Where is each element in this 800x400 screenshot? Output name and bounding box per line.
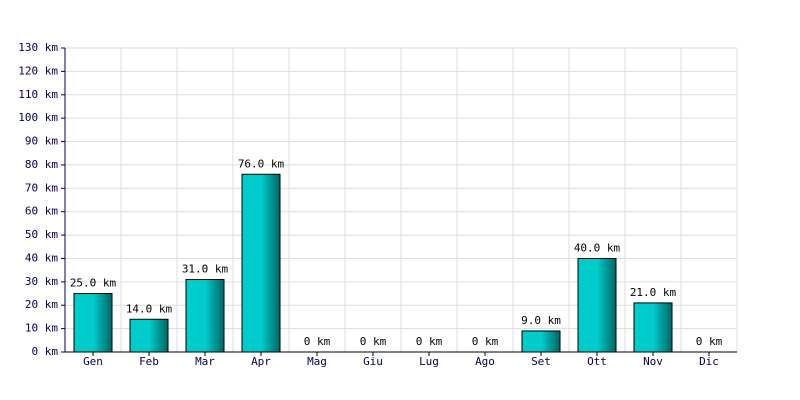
x-tick-label: Mar bbox=[195, 355, 215, 368]
x-tick-label: Lug bbox=[419, 355, 439, 368]
y-tick-label: 90 km bbox=[25, 135, 58, 148]
value-label: 21.0 km bbox=[630, 286, 677, 299]
y-tick-label: 120 km bbox=[18, 64, 58, 77]
value-label: 0 km bbox=[304, 335, 331, 348]
y-tick-label: 70 km bbox=[25, 181, 58, 194]
bar bbox=[73, 293, 113, 353]
x-tick-label: Dic bbox=[699, 355, 719, 368]
bar bbox=[633, 302, 673, 353]
value-label: 0 km bbox=[696, 335, 723, 348]
value-label: 9.0 km bbox=[521, 314, 561, 327]
x-tick-label: Giu bbox=[363, 355, 383, 368]
x-tick-label: Ott bbox=[587, 355, 607, 368]
y-tick-label: 40 km bbox=[25, 251, 58, 264]
x-tick-label: Nov bbox=[643, 355, 663, 368]
y-tick-label: 110 km bbox=[18, 88, 58, 101]
x-tick-label: Feb bbox=[139, 355, 159, 368]
value-label: 76.0 km bbox=[238, 157, 285, 170]
value-label: 14.0 km bbox=[126, 302, 173, 315]
bar bbox=[521, 330, 561, 353]
value-label: 31.0 km bbox=[182, 263, 229, 276]
y-tick-label: 60 km bbox=[25, 205, 58, 218]
x-tick-label: Mag bbox=[307, 355, 327, 368]
value-label: 25.0 km bbox=[70, 277, 117, 290]
y-tick-label: 10 km bbox=[25, 322, 58, 335]
x-tick-label: Ago bbox=[475, 355, 495, 368]
bar bbox=[241, 173, 281, 353]
bar bbox=[129, 318, 169, 353]
y-tick-label: 20 km bbox=[25, 298, 58, 311]
bar bbox=[577, 257, 617, 353]
x-tick-label: Set bbox=[531, 355, 551, 368]
y-tick-label: 50 km bbox=[25, 228, 58, 241]
y-tick-label: 80 km bbox=[25, 158, 58, 171]
value-label: 0 km bbox=[360, 335, 387, 348]
y-tick-label: 30 km bbox=[25, 275, 58, 288]
value-label: 0 km bbox=[416, 335, 443, 348]
y-tick-label: 130 km bbox=[18, 41, 58, 54]
value-label: 40.0 km bbox=[574, 241, 621, 254]
value-label: 0 km bbox=[472, 335, 499, 348]
bar bbox=[185, 279, 225, 353]
x-tick-label: Gen bbox=[83, 355, 103, 368]
y-tick-label: 100 km bbox=[18, 111, 58, 124]
y-tick-label: 0 km bbox=[32, 345, 59, 358]
x-tick-label: Apr bbox=[251, 355, 271, 368]
